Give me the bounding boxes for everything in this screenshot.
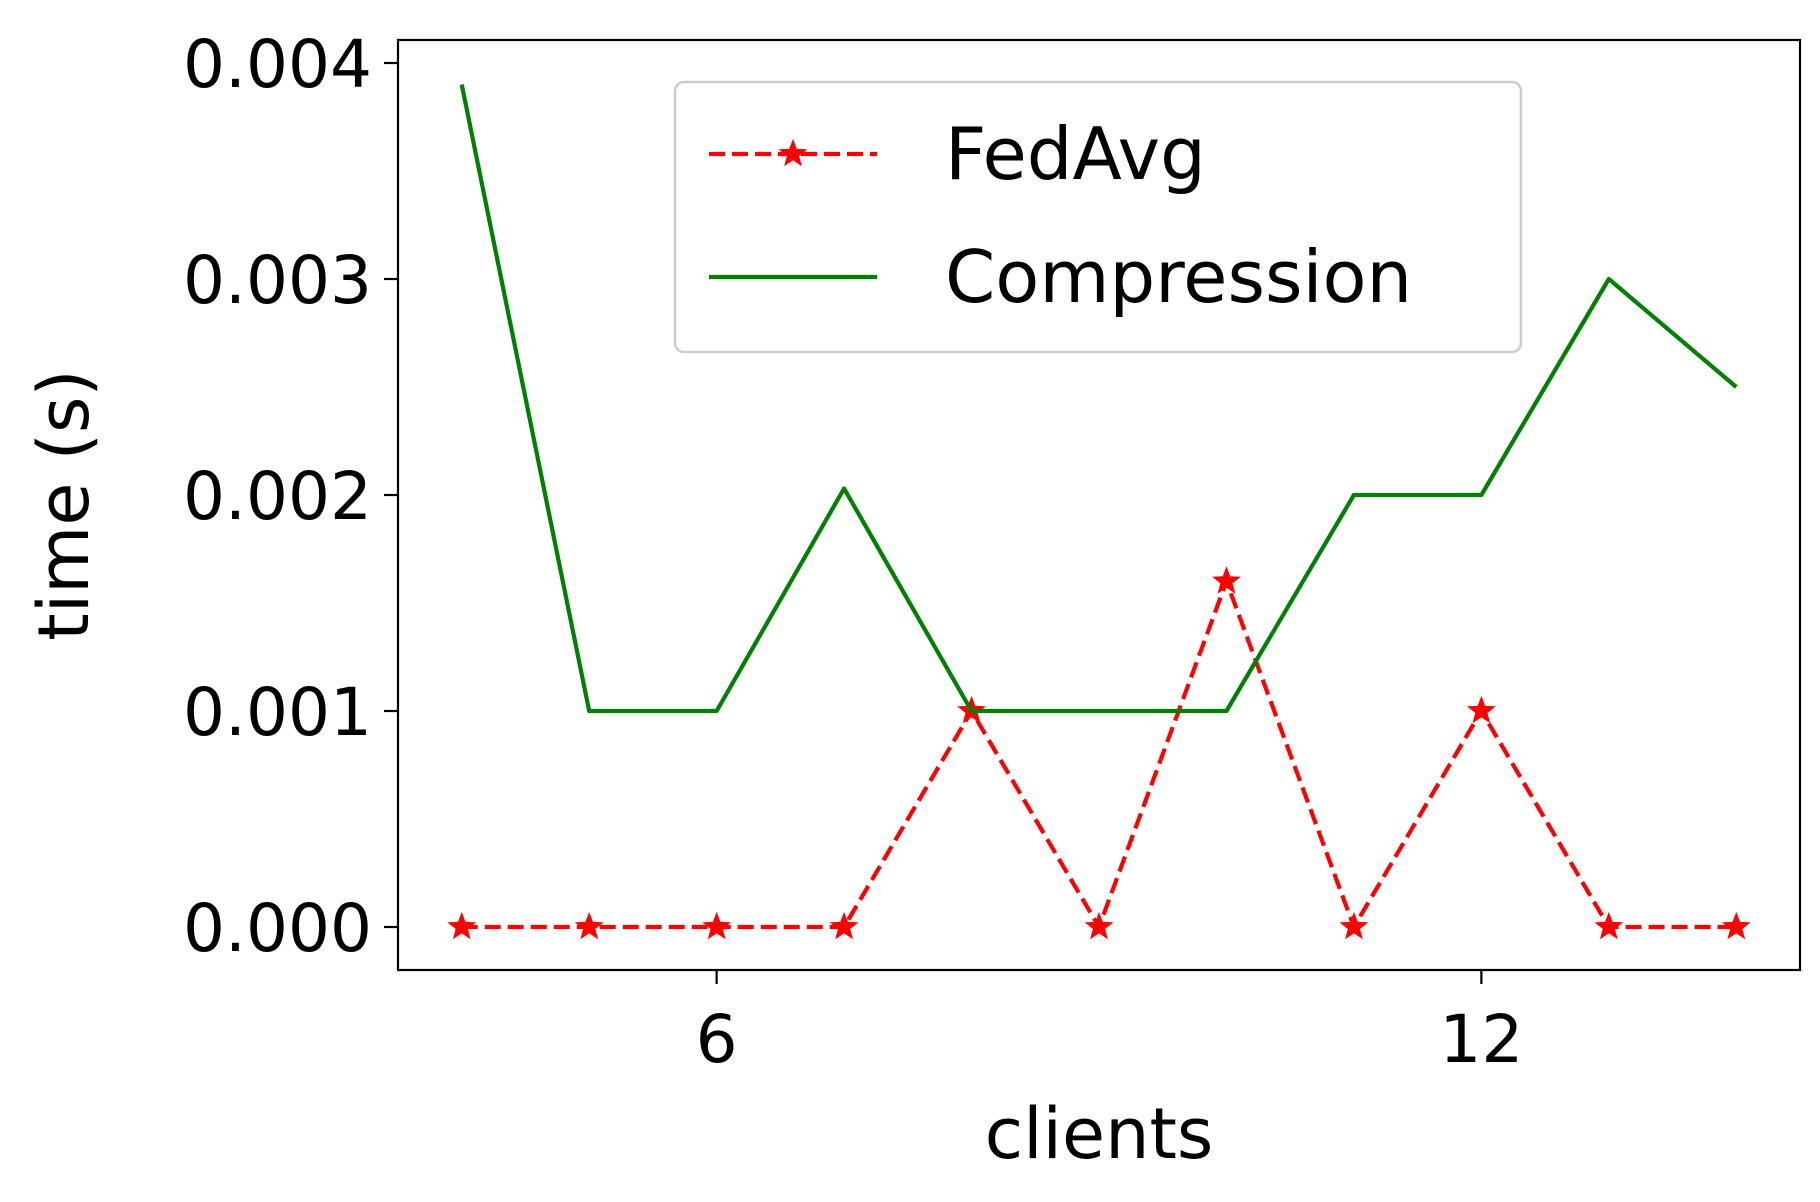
data-point-fedavg — [1084, 911, 1114, 940]
legend-entries: FedAvg Compression — [709, 112, 1412, 319]
plot-frame — [396, 38, 1802, 972]
x-tick-label: 12 — [1439, 1001, 1523, 1078]
legend: FedAvg Compression — [673, 80, 1523, 354]
series-fedavg — [447, 566, 1751, 940]
y-axis-ticks: 0.000 0.001 0.002 0.003 0.004 — [183, 26, 398, 967]
y-tick-label: 0.001 — [183, 674, 372, 751]
y-tick-label: 0.000 — [183, 890, 372, 967]
legend-box — [673, 80, 1523, 354]
legend-label: Compression — [945, 235, 1412, 319]
data-point-fedavg — [1594, 911, 1624, 940]
series-layer — [447, 84, 1751, 940]
data-point-fedavg — [574, 911, 604, 940]
legend-entry-fedavg: FedAvg — [709, 112, 1206, 196]
data-point-fedavg — [1212, 566, 1241, 594]
data-point-fedavg — [829, 911, 859, 940]
series-compression — [459, 84, 1738, 714]
legend-label: FedAvg — [945, 112, 1206, 196]
data-point-fedavg — [1721, 911, 1751, 940]
x-tick-label: 6 — [696, 1001, 738, 1078]
y-tick-label: 0.002 — [183, 458, 372, 535]
data-point-fedavg — [702, 911, 732, 940]
y-tick-label: 0.003 — [183, 242, 372, 319]
data-point-fedavg — [447, 911, 477, 940]
series-line-compression — [459, 84, 1738, 714]
data-point-fedavg — [1466, 695, 1496, 724]
x-axis-ticks: 6 12 — [696, 970, 1523, 1078]
x-axis-label: clients — [985, 1093, 1214, 1175]
y-tick-label: 0.004 — [183, 26, 372, 103]
data-point-fedavg — [1339, 911, 1369, 940]
legend-entry-compression: Compression — [709, 235, 1412, 319]
y-axis-label: time (s) — [23, 369, 105, 641]
legend-marker-star — [778, 138, 808, 167]
